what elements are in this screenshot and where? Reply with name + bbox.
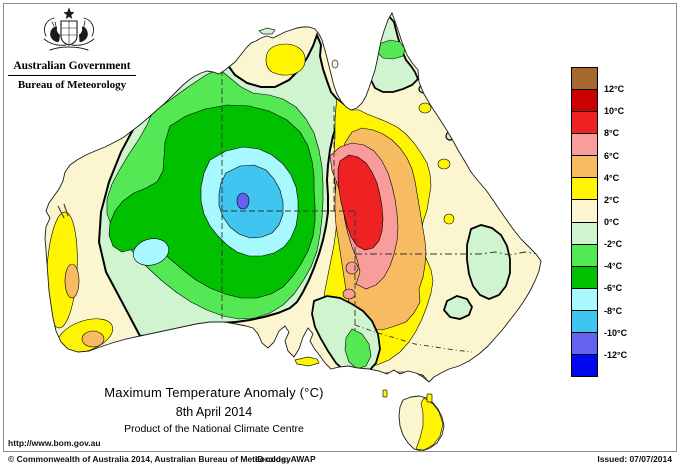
region-qld-coastal-green <box>466 224 511 300</box>
legend-swatch-10-12 <box>572 89 597 112</box>
region-cold-blue-violet-spot <box>236 192 250 210</box>
legend-label-12: 12°C <box>604 84 625 94</box>
legend-swatch-above-12 <box>572 68 597 90</box>
map-date: 8th April 2014 <box>175 405 253 419</box>
legend-label-neg6: -6°C <box>604 283 623 293</box>
region-southwest-orange-dot <box>81 330 105 348</box>
government-title: Australian Government <box>13 60 131 72</box>
legend-label-neg4: -4°C <box>604 261 623 271</box>
id-code-text: ID code: AWAP <box>255 454 316 464</box>
legend-label-2: 2°C <box>604 195 620 205</box>
bom-url: http://www.bom.gov.au <box>8 438 101 448</box>
header-divider <box>8 75 136 76</box>
legend-label-8: 8°C <box>604 128 620 138</box>
island-flinders <box>426 393 433 403</box>
region-yellow-dot-ne <box>418 102 432 114</box>
region-pink-dot-1 <box>345 261 359 275</box>
footer-bar: © Commonwealth of Australia 2014, Austra… <box>0 454 680 467</box>
region-pink-dot-2 <box>342 288 356 300</box>
temperature-legend: 12°C 10°C 8°C 6°C 4°C 2°C 0°C -2°C -4°C … <box>571 67 641 377</box>
map-title-block: Maximum Temperature Anomaly (°C) 8th Apr… <box>2 385 426 435</box>
legend-swatch-6-8 <box>572 133 597 156</box>
legend-label-neg2: -2°C <box>604 239 623 249</box>
legend-swatch-column <box>571 67 598 377</box>
island-melville <box>258 27 276 35</box>
state-borders <box>221 70 539 353</box>
island-kangaroo <box>294 356 320 367</box>
region-yellow-dot-qld-coast <box>437 158 451 170</box>
legend-swatch-4-6 <box>572 155 597 178</box>
agency-header: Australian Government Bureau of Meteorol… <box>8 60 136 91</box>
coat-of-arms-icon <box>43 7 95 51</box>
legend-swatch-neg6-neg4 <box>572 265 597 288</box>
legend-swatch-0-2 <box>572 199 597 222</box>
island-groote <box>331 59 339 69</box>
legend-swatch-2-4 <box>572 177 597 200</box>
region-cold-light-cyan-west <box>132 238 170 266</box>
legend-label-4: 4°C <box>604 173 620 183</box>
region-westcoast-orange-dot <box>64 263 80 299</box>
legend-swatch-8-10 <box>572 111 597 134</box>
legend-label-neg12: -12°C <box>604 350 628 360</box>
sharkbay-inlets <box>57 203 69 219</box>
legend-swatch-below-neg12 <box>572 354 597 377</box>
border-murray <box>354 324 473 353</box>
legend-swatch-neg12-neg10 <box>572 331 597 355</box>
region-yellow-dot-nsw <box>443 213 455 225</box>
legend-label-10: 10°C <box>604 106 625 116</box>
region-warm-red-core <box>337 154 384 251</box>
region-cold-cyan <box>218 164 284 239</box>
issued-date-text: Issued: 07/07/2014 <box>597 454 672 464</box>
island-king <box>382 389 388 398</box>
legend-swatch-neg8-neg6 <box>572 287 597 310</box>
copyright-text: © Commonwealth of Australia 2014, Austra… <box>8 454 291 464</box>
coastline-mainland <box>44 11 542 383</box>
region-topend-yellow <box>265 43 306 76</box>
region-mackay-green-dot <box>500 172 510 184</box>
region-nsw-inland-green <box>442 295 473 320</box>
legend-label-neg10: -10°C <box>604 328 628 338</box>
region-capeyork-mid-green <box>376 39 406 60</box>
legend-swatch-neg4-neg2 <box>572 243 597 266</box>
bureau-title: Bureau of Meteorology <box>17 79 127 91</box>
legend-swatch-neg10-neg8 <box>572 309 597 332</box>
region-vic-mid-green <box>344 328 372 370</box>
legend-label-neg8: -8°C <box>604 306 623 316</box>
legend-label-0: 0°C <box>604 217 620 227</box>
map-product: Product of the National Climate Centre <box>124 423 304 435</box>
legend-swatch-neg2-0 <box>572 221 597 244</box>
map-title: Maximum Temperature Anomaly (°C) <box>104 385 324 400</box>
legend-label-6: 6°C <box>604 151 620 161</box>
